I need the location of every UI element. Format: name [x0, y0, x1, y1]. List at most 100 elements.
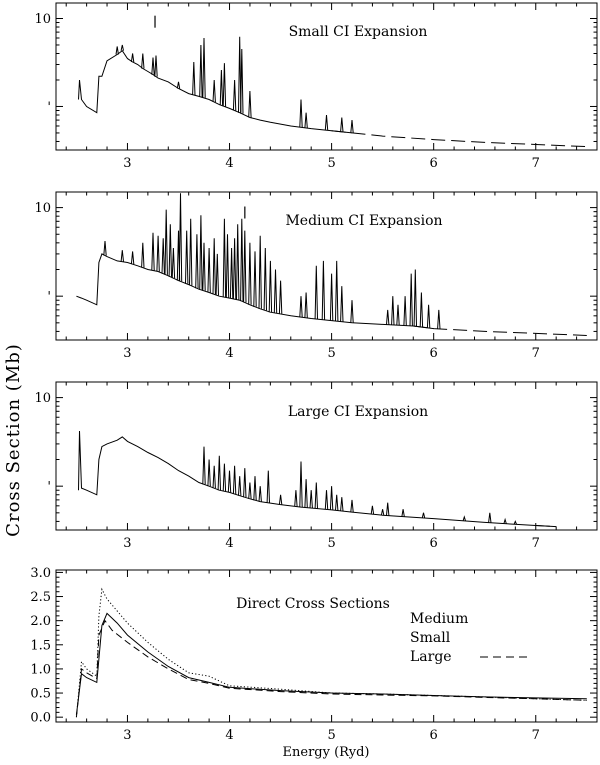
resonance-peak	[171, 247, 176, 279]
series-dashed-tail	[413, 325, 587, 336]
resonance-peak	[329, 273, 334, 321]
resonance-peak	[202, 446, 206, 485]
resonance-peak	[176, 81, 181, 89]
resonance-peak	[232, 238, 237, 300]
resonance-peak	[115, 46, 119, 55]
y-tick-label: 3.0	[30, 566, 51, 581]
y-tick-label: 2.5	[30, 590, 51, 605]
resonance-peak	[309, 490, 313, 509]
x-tick-label: 5	[327, 346, 335, 361]
resonance-peak	[278, 494, 283, 505]
plot-frame	[55, 2, 598, 151]
resonance-peak	[380, 509, 385, 516]
resonance-peak	[164, 209, 168, 275]
resonance-peak	[207, 247, 211, 293]
resonance-peak	[215, 253, 219, 296]
resonance-peak	[219, 69, 224, 106]
chart-panel-1: 3 4 5 6 7 ' 10 Small CI Expansion	[34, 2, 598, 171]
resonance-peak	[258, 486, 262, 502]
resonance-peak	[130, 53, 135, 63]
resonance-peak	[340, 286, 344, 322]
x-tick-label: 6	[430, 346, 438, 361]
resonance-peak	[192, 61, 196, 96]
resonance-peak	[324, 114, 329, 131]
resonance-peak	[232, 79, 237, 111]
y-tick-label: 10	[34, 391, 51, 406]
y-tick-label: 0.0	[30, 711, 51, 726]
x-tick-label: 4	[225, 536, 233, 551]
resonance-peak	[396, 304, 400, 326]
resonance-peak	[141, 53, 145, 69]
resonance-peak	[263, 247, 267, 311]
panel-title: Direct Cross Sections	[236, 596, 390, 612]
resonance-peak	[386, 502, 390, 516]
x-tick-label: 3	[123, 346, 131, 361]
resonance-peak	[335, 494, 339, 511]
resonance-peak	[227, 470, 232, 493]
resonance-peak	[324, 490, 329, 510]
resonance-peak	[248, 482, 252, 499]
y-tick-label: 2.0	[30, 614, 51, 629]
resonance-peak	[248, 242, 252, 305]
resonance-peak	[141, 242, 145, 268]
resonance-peak	[321, 260, 326, 320]
resonance-peak	[199, 215, 203, 290]
legend-label-small: Small	[410, 630, 451, 646]
series-line-large	[75, 619, 587, 718]
resonance-peak	[386, 309, 390, 325]
resonance-peak	[413, 269, 417, 327]
resonance-peak	[350, 120, 354, 133]
shared-x-axis-label: Energy (Ryd)	[283, 745, 370, 760]
legend-label-large: Large	[410, 649, 452, 665]
resonance-peak	[437, 309, 441, 329]
y-tick-label: 1.5	[30, 638, 51, 653]
series-line-small-ci	[78, 49, 353, 134]
resonance-peak	[243, 468, 247, 498]
x-tick-label: 3	[123, 156, 131, 171]
resonance-peak	[243, 230, 247, 303]
resonance-peak	[401, 509, 405, 517]
shared-y-axis-label: Cross Section (Mb)	[3, 343, 24, 537]
resonance-peak	[273, 269, 278, 314]
resonance-peak	[462, 515, 466, 521]
legend-label-medium: Medium	[410, 611, 468, 627]
panel-title: Small CI Expansion	[289, 24, 428, 40]
resonance-peak	[409, 273, 413, 326]
x-tick-label: 5	[327, 156, 335, 171]
resonance-peak	[202, 242, 206, 291]
x-tick-label: 4	[225, 156, 233, 171]
x-tick-label: 3	[123, 728, 131, 743]
x-tick-label: 7	[532, 728, 540, 743]
plot-frame	[55, 569, 598, 723]
resonance-peak	[240, 218, 244, 302]
resonance-peak	[120, 250, 124, 262]
plot-frame	[55, 381, 598, 531]
resonance-peak	[299, 99, 303, 128]
resonance-peak	[212, 238, 216, 295]
resonance-peak	[168, 224, 172, 277]
x-tick-label: 7	[532, 536, 540, 551]
resonance-peak	[225, 234, 230, 298]
resonance-peak	[304, 292, 308, 318]
resonance-peak	[151, 232, 155, 271]
resonance-peak	[340, 497, 344, 512]
series-dashed-tail	[535, 525, 557, 528]
resonance-peak	[503, 517, 507, 524]
resonance-peak	[229, 247, 234, 299]
resonance-peak	[304, 112, 308, 128]
resonance-peak	[222, 463, 227, 492]
resonance-peak	[120, 44, 124, 51]
x-tick-label: 4	[225, 346, 233, 361]
y-tick-label: 0.5	[30, 687, 51, 702]
resonance-peak	[156, 235, 160, 272]
resonance-peak	[189, 218, 193, 286]
y-tick-label: '	[47, 480, 51, 495]
resonance-peak	[304, 479, 308, 508]
resonance-peak	[238, 476, 242, 496]
resonance-peak	[299, 461, 303, 508]
x-tick-label: 6	[430, 728, 438, 743]
resonance-peak	[253, 476, 257, 501]
resonance-peak	[391, 296, 395, 325]
resonance-peak	[238, 36, 242, 113]
